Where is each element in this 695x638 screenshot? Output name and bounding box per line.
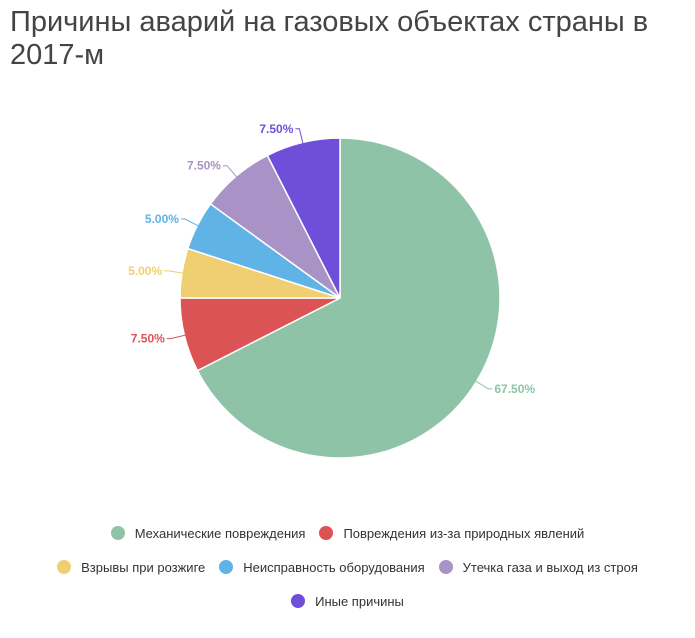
legend-swatch <box>57 560 72 574</box>
legend-item-leak[interactable]: Утечка газа и выход из строя <box>438 559 638 575</box>
legend-label: Неисправность оборудования <box>243 559 425 575</box>
slice-percent-label: 5.00% <box>128 264 162 278</box>
label-leader-line <box>295 128 304 145</box>
label-leader-line <box>474 380 493 390</box>
legend-label: Утечка газа и выход из строя <box>462 559 638 575</box>
legend-item-ignition[interactable]: Взрывы при розжиге <box>57 560 205 575</box>
slice-percent-label: 7.50% <box>259 122 293 136</box>
legend-label: Повреждения из-за природных явлений <box>343 525 585 541</box>
legend-item-other[interactable]: Иные причины <box>291 594 404 609</box>
legend-swatch <box>291 594 306 608</box>
legend-swatch <box>219 560 234 574</box>
legend-swatch <box>438 560 453 574</box>
label-leader-line <box>180 218 200 227</box>
legend-swatch <box>110 526 125 540</box>
legend-label: Механические повреждения <box>134 525 306 541</box>
legend-row-1: Механические повреждения Повреждения из-… <box>0 516 695 550</box>
legend-row-2: Взрывы при розжиге Неисправность оборудо… <box>0 550 695 584</box>
label-leader-line <box>164 270 185 274</box>
legend-item-natural[interactable]: Повреждения из-за природных явлений <box>319 526 584 541</box>
legend-row-3: Иные причины <box>0 584 695 618</box>
slice-percent-label: 7.50% <box>187 159 221 173</box>
legend: Механические повреждения Повреждения из-… <box>0 516 695 618</box>
label-leader-line <box>222 165 238 179</box>
label-leader-line <box>166 334 187 340</box>
slice-percent-label: 7.50% <box>131 332 165 346</box>
legend-label: Иные причины <box>315 593 404 609</box>
legend-item-equipment[interactable]: Неисправность оборудования <box>219 559 425 575</box>
chart-title: Причины аварий на газовых объектах стран… <box>10 6 649 71</box>
slice-percent-label: 67.50% <box>494 382 535 396</box>
legend-swatch <box>319 526 334 540</box>
legend-label: Взрывы при розжиге <box>81 559 206 575</box>
legend-item-mechanical[interactable]: Механические повреждения <box>110 525 306 541</box>
slice-percent-label: 5.00% <box>145 212 179 226</box>
